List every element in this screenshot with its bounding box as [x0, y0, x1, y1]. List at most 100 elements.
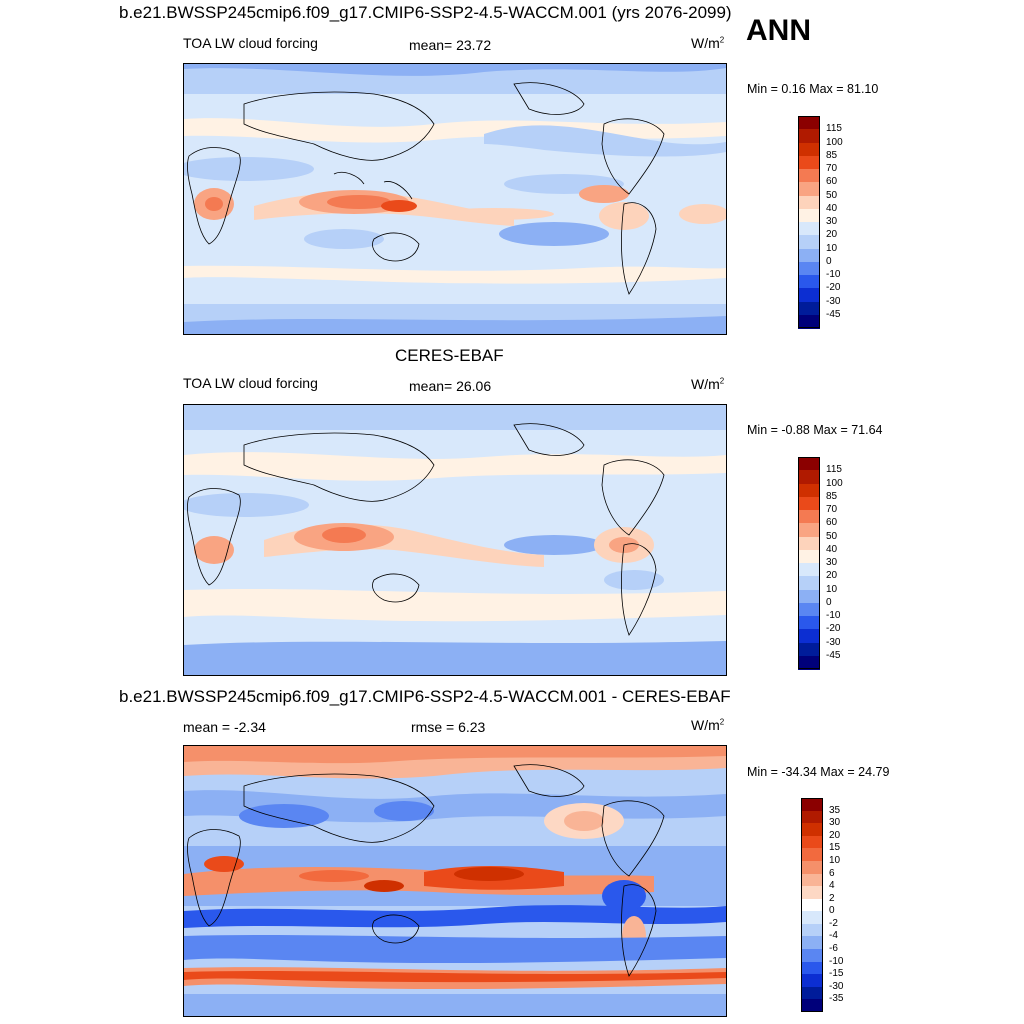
- colorbar-swatch: [798, 602, 820, 617]
- colorbar-swatch: [798, 629, 820, 643]
- colorbar-tick-label: -20: [826, 282, 841, 294]
- colorbar-tick-label: -2: [829, 917, 838, 929]
- colorbar-tick-label: 10: [829, 854, 841, 866]
- colorbar-tick-label: -15: [829, 968, 844, 980]
- colorbar-swatch: [798, 235, 820, 249]
- colorbar-swatch: [798, 169, 820, 183]
- colorbar-swatch: [798, 642, 820, 657]
- colorbar-swatch: [798, 655, 820, 670]
- variable-label: TOA LW cloud forcing: [183, 375, 318, 391]
- min-max-label: Min = 0.16 Max = 81.10: [747, 82, 879, 96]
- colorbar-tick-label: 0: [826, 596, 832, 608]
- colorbar-swatch: [798, 496, 820, 511]
- difference-map: [183, 745, 727, 1017]
- colorbar-swatch: [798, 457, 820, 471]
- units-label: W/m2: [691, 35, 725, 51]
- colorbar-frame: [801, 798, 823, 1012]
- colorbar-tick-label: 30: [826, 557, 838, 568]
- colorbar-tick-label: 60: [826, 176, 838, 188]
- colorbar-swatch: [798, 275, 820, 289]
- difference-map-plot: [184, 746, 726, 1016]
- colorbar-swatch: [801, 848, 823, 862]
- colorbar-tick-label: 100: [826, 136, 843, 148]
- colorbar-swatch: [801, 823, 823, 837]
- colorbar-tick-label: -6: [829, 943, 838, 955]
- colorbar-tick-label: 30: [829, 817, 841, 829]
- colorbar-swatch: [801, 886, 823, 900]
- colorbar-tick-label: 30: [826, 216, 838, 227]
- colorbar-swatch: [801, 911, 823, 925]
- colorbar-tick-label: -20: [826, 623, 841, 635]
- colorbar-tick-label: -35: [829, 993, 844, 1005]
- panel-title: b.e21.BWSSP245cmip6.f09_g17.CMIP6-SSP2-4…: [119, 3, 732, 22]
- colorbar-swatch: [798, 510, 820, 524]
- colorbar-tick-label: 0: [829, 905, 835, 917]
- colorbar-tick-label: 60: [826, 517, 838, 529]
- colorbar-tick-label: 40: [826, 543, 838, 555]
- colorbar-tick-label: 20: [826, 570, 838, 582]
- colorbar-swatch: [801, 798, 823, 812]
- colorbar-swatch: [798, 589, 820, 604]
- colorbar-tick-label: 35: [829, 804, 841, 816]
- colorbar-swatch: [798, 523, 820, 537]
- colorbar-swatch: [798, 536, 820, 551]
- colorbar-tick-label: -30: [826, 636, 841, 648]
- colorbar-tick-label: 40: [826, 202, 838, 214]
- panel-title: CERES-EBAF: [395, 346, 504, 365]
- colorbar-swatch: [798, 470, 820, 484]
- colorbar-swatch: [798, 129, 820, 143]
- colorbar-tick-label: -10: [829, 955, 844, 967]
- model-map-plot: [184, 64, 726, 334]
- min-max-label: Min = -34.34 Max = 24.79: [747, 765, 890, 779]
- colorbar-swatch: [801, 974, 823, 988]
- obs-map-plot: [184, 405, 726, 675]
- colorbar-tick-label: 115: [826, 464, 842, 476]
- colorbar-swatch: [798, 195, 820, 210]
- colorbar-tick-label: 2: [829, 892, 835, 904]
- colorbar-swatch: [798, 288, 820, 302]
- colorbar-swatch: [798, 314, 820, 329]
- colorbar-swatch: [798, 182, 820, 196]
- colorbar-swatch: [798, 222, 820, 236]
- colorbar-swatch: [801, 873, 823, 887]
- mean-label: mean= 23.72: [409, 37, 492, 53]
- mean-label: mean = -2.34: [183, 719, 266, 735]
- colorbar-swatch: [798, 301, 820, 316]
- colorbar-swatch: [798, 116, 820, 130]
- colorbar-swatch: [801, 860, 823, 875]
- colorbar-swatch: [801, 961, 823, 975]
- colorbar-swatch: [798, 248, 820, 263]
- colorbar-swatch: [801, 810, 823, 824]
- colorbar-swatch: [801, 898, 823, 912]
- colorbar-tick-label: 10: [826, 583, 838, 595]
- colorbar-swatch: [798, 142, 820, 157]
- colorbar-swatch: [798, 576, 820, 590]
- colorbar-tick-label: -30: [826, 295, 841, 307]
- colorbar-tick-label: 70: [826, 504, 838, 515]
- colorbar-swatch: [798, 261, 820, 276]
- mean-label: mean= 26.06: [409, 378, 492, 394]
- colorbar-tick-label: 50: [826, 530, 838, 542]
- colorbar-tick-label: 0: [826, 255, 832, 267]
- colorbar-tick-label: 100: [826, 477, 843, 489]
- season-label: ANN: [746, 14, 811, 47]
- colorbar-tick-label: 20: [826, 229, 838, 241]
- colorbar-tick-label: -4: [829, 930, 838, 942]
- colorbar-tick-label: 85: [826, 149, 838, 161]
- colorbar-swatch: [801, 949, 823, 963]
- colorbar-swatch: [798, 549, 820, 564]
- colorbar-tick-label: -30: [829, 980, 844, 992]
- rmse-label: rmse = 6.23: [411, 719, 486, 735]
- colorbar-swatch: [798, 563, 820, 577]
- colorbar-frame: [798, 116, 820, 328]
- variable-label: TOA LW cloud forcing: [183, 35, 318, 51]
- colorbar-tick-label: 10: [826, 242, 838, 254]
- colorbar-swatch: [801, 936, 823, 950]
- panel-title: b.e21.BWSSP245cmip6.f09_g17.CMIP6-SSP2-4…: [119, 687, 731, 706]
- colorbar-tick-label: 70: [826, 163, 838, 174]
- colorbar-tick-label: 15: [829, 842, 841, 854]
- colorbar-tick-label: 115: [826, 123, 842, 135]
- colorbar-swatch: [801, 986, 823, 1000]
- colorbar-swatch: [798, 155, 820, 170]
- colorbar-frame: [798, 457, 820, 669]
